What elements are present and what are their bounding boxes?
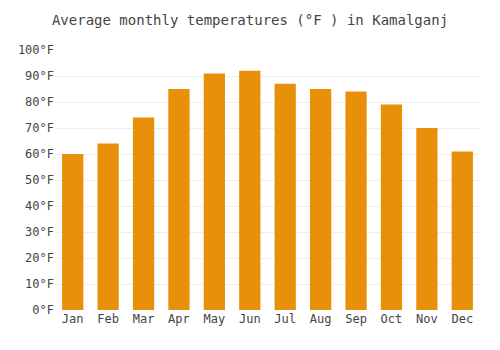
- svg-text:Aug: Aug: [310, 312, 332, 326]
- svg-text:40°F: 40°F: [25, 199, 54, 213]
- svg-text:70°F: 70°F: [25, 121, 54, 135]
- svg-text:0°F: 0°F: [32, 303, 54, 317]
- svg-text:Apr: Apr: [168, 312, 190, 326]
- svg-text:100°F: 100°F: [18, 43, 54, 57]
- svg-text:10°F: 10°F: [25, 277, 54, 291]
- svg-text:60°F: 60°F: [25, 147, 54, 161]
- svg-text:Dec: Dec: [451, 312, 473, 326]
- svg-text:Jun: Jun: [239, 312, 261, 326]
- svg-text:80°F: 80°F: [25, 95, 54, 109]
- svg-text:Nov: Nov: [416, 312, 438, 326]
- svg-text:Average monthly temperatures (: Average monthly temperatures (°F ) in Ka…: [52, 12, 448, 28]
- svg-text:Feb: Feb: [97, 312, 119, 326]
- svg-text:Sep: Sep: [345, 312, 367, 326]
- svg-text:90°F: 90°F: [25, 69, 54, 83]
- svg-text:50°F: 50°F: [25, 173, 54, 187]
- svg-text:Jan: Jan: [62, 312, 84, 326]
- svg-text:May: May: [204, 312, 226, 326]
- svg-text:Jul: Jul: [274, 312, 296, 326]
- svg-text:30°F: 30°F: [25, 225, 54, 239]
- svg-text:Mar: Mar: [133, 312, 155, 326]
- svg-text:20°F: 20°F: [25, 251, 54, 265]
- svg-text:Oct: Oct: [381, 312, 403, 326]
